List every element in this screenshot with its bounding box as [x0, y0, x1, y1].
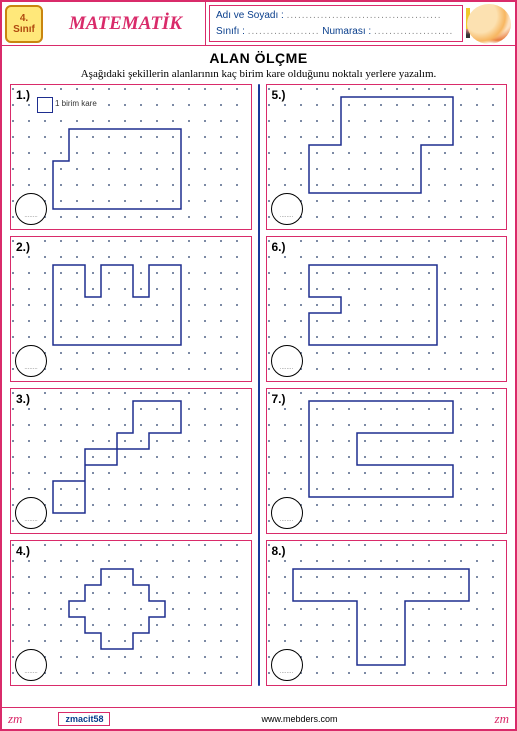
header: 4. Sınıf MATEMATİK Adı ve Soyadı : .....… — [2, 2, 515, 46]
number-label: Numarası : — [322, 26, 371, 37]
answer-circle[interactable]: ........ — [15, 193, 47, 225]
kids-icon — [467, 4, 511, 44]
question-cell: 3.) ........ — [10, 388, 252, 534]
author-badge: zmacit58 — [58, 712, 110, 726]
footer: zm zmacit58 www.mebders.com zm — [2, 707, 515, 729]
question-cell: 2.) ........ — [10, 236, 252, 382]
grade-number: 4. — [20, 13, 28, 24]
answer-circle[interactable]: ........ — [271, 497, 303, 529]
subject-title: MATEMATİK — [46, 2, 206, 45]
answer-circle[interactable]: ........ — [271, 649, 303, 681]
name-label: Adı ve Soyadı : — [216, 10, 284, 21]
class-dots: ................... — [248, 26, 320, 37]
answer-circle[interactable]: ........ — [15, 345, 47, 377]
grade-word: Sınıf — [13, 24, 35, 35]
page-title: ALAN ÖLÇME — [2, 50, 515, 66]
answer-circle[interactable]: ........ — [15, 649, 47, 681]
logo-right: zm — [489, 711, 515, 727]
answer-circle[interactable]: ........ — [271, 193, 303, 225]
right-column: 5.) ........ 6.) ........ 7.) ........ 8… — [266, 84, 508, 686]
answer-circle[interactable]: ........ — [15, 497, 47, 529]
question-cell: 4.) ........ — [10, 540, 252, 686]
questions-grid: 1.) 1 birim kare ........ 2.) ........ 3… — [2, 84, 515, 686]
logo-left: zm — [2, 711, 28, 727]
answer-circle[interactable]: ........ — [271, 345, 303, 377]
question-cell: 5.) ........ — [266, 84, 508, 230]
question-cell: 6.) ........ — [266, 236, 508, 382]
number-dots: ..................... — [374, 26, 453, 37]
name-dots: ........................................… — [287, 10, 442, 21]
footer-url: www.mebders.com — [110, 714, 488, 724]
column-divider — [258, 84, 260, 686]
question-cell: 1.) 1 birim kare ........ — [10, 84, 252, 230]
question-cell: 7.) ........ — [266, 388, 508, 534]
class-label: Sınıfı : — [216, 26, 245, 37]
name-box: Adı ve Soyadı : ........................… — [209, 5, 463, 42]
grade-badge: 4. Sınıf — [2, 2, 46, 46]
instruction-text: Aşağıdaki şekillerin alanlarının kaç bir… — [2, 68, 515, 80]
question-cell: 8.) ........ — [266, 540, 508, 686]
left-column: 1.) 1 birim kare ........ 2.) ........ 3… — [10, 84, 252, 686]
